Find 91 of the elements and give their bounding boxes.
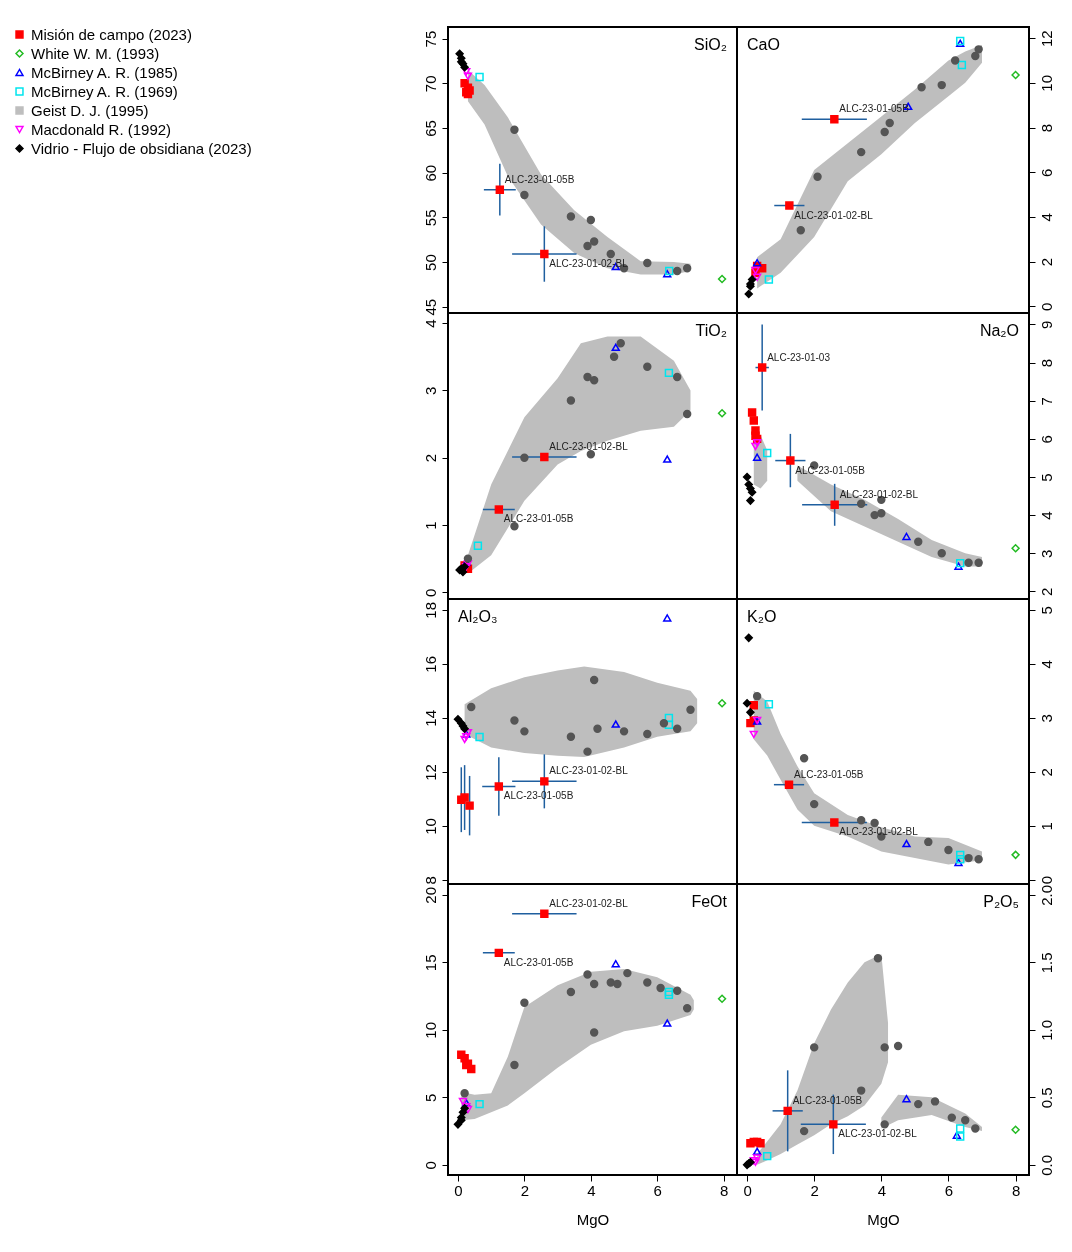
y-tick-label: 20 xyxy=(421,886,439,904)
x-axis-title: MgO xyxy=(576,1210,610,1228)
y-tick-label: 12 xyxy=(1037,30,1055,48)
text: P₂O₅ xyxy=(983,893,1019,910)
y-tick-label: 3 xyxy=(1037,714,1055,723)
y-tick-label: 3 xyxy=(421,386,439,396)
y-tick-label: 14 xyxy=(421,710,439,727)
legend-label: Geist D. J. (1995) xyxy=(31,101,149,119)
y-tick-label: 10 xyxy=(1037,75,1055,92)
y-tick-label: 10 xyxy=(421,1021,439,1039)
annotation: ALC-23-01-02-BL xyxy=(549,897,629,909)
annotation: ALC-23-01-02-BL xyxy=(549,765,629,777)
y-tick-label: 45 xyxy=(421,298,439,316)
y-tick-label: 4 xyxy=(421,319,439,328)
annotation: ALC-23-01-03 xyxy=(767,351,831,363)
y-tick-label: 18 xyxy=(421,601,439,619)
text: SiO₂ xyxy=(694,36,727,53)
annotation: ALC-23-01-02-BL xyxy=(838,1128,918,1140)
legend-label: Misión de campo (2023) xyxy=(31,25,192,43)
annotation: ALC-23-01-02-BL xyxy=(549,441,629,453)
y-tick-label: 2 xyxy=(1037,587,1055,597)
y-tick-label: 65 xyxy=(421,120,439,137)
y-tick-label: 12 xyxy=(421,764,439,781)
y-tick-label: 0 xyxy=(1037,876,1055,885)
x-tick-label: 0 xyxy=(454,1181,463,1199)
legend-label: McBirney A. R. (1969) xyxy=(31,82,178,100)
annotation: ALC-23-01-05B xyxy=(794,768,864,780)
x-tick-label: 8 xyxy=(1011,1181,1021,1199)
text: CaO xyxy=(747,36,780,53)
text: TiO₂ xyxy=(695,322,727,339)
y-tick-label: 0 xyxy=(421,1161,439,1170)
legend-label: White W. M. (1993) xyxy=(31,44,160,62)
y-tick-label: 8 xyxy=(1037,123,1055,133)
x-tick-label: 6 xyxy=(944,1181,954,1199)
y-tick-label: 1.5 xyxy=(1037,952,1055,974)
y-tick-label: 2.0 xyxy=(1037,884,1055,906)
x-tick-label: 4 xyxy=(587,1181,596,1199)
y-tick-label: 15 xyxy=(421,954,439,972)
text: K₂O xyxy=(747,608,777,625)
y-tick-label: 7 xyxy=(1037,397,1055,406)
y-tick-label: 1.0 xyxy=(1037,1019,1055,1041)
y-tick-label: 8 xyxy=(421,876,439,885)
annotation: ALC-23-01-05B xyxy=(504,173,575,185)
y-tick-label: 2 xyxy=(1037,257,1055,267)
y-tick-label: 6 xyxy=(1037,435,1055,444)
y-tick-label: 5 xyxy=(1037,473,1055,482)
y-tick-label: 0 xyxy=(1037,302,1055,311)
y-tick-label: 60 xyxy=(421,164,439,182)
y-tick-label: 9 xyxy=(1037,320,1055,330)
y-tick-label: 5 xyxy=(421,1093,439,1103)
y-tick-label: 50 xyxy=(421,254,439,271)
text: Na₂O xyxy=(979,322,1019,339)
annotation: ALC-23-01-02-BL xyxy=(839,488,919,500)
legend-label: McBirney A. R. (1985) xyxy=(31,63,178,81)
annotation: ALC-23-01-02-BL xyxy=(549,258,629,270)
legend-label: Macdonald R. (1992) xyxy=(31,120,172,138)
y-tick-label: 55 xyxy=(421,209,439,227)
y-tick-label: 10 xyxy=(421,818,439,835)
x-tick-label: 4 xyxy=(877,1181,886,1199)
y-tick-label: 3 xyxy=(1037,549,1055,558)
y-tick-label: 8 xyxy=(1037,358,1055,368)
x-tick-label: 2 xyxy=(520,1181,530,1199)
y-tick-label: 2 xyxy=(421,454,439,463)
legend-label: Vidrio - Flujo de obsidiana (2023) xyxy=(31,139,252,157)
annotation: ALC-23-01-05B xyxy=(503,513,574,525)
annotation: ALC-23-01-05B xyxy=(839,103,910,115)
x-tick-label: 6 xyxy=(653,1181,662,1199)
text: FeOt xyxy=(691,893,728,910)
annotation: ALC-23-01-05B xyxy=(503,956,574,968)
x-tick-label: 0 xyxy=(743,1181,752,1199)
y-tick-label: 4 xyxy=(1037,660,1055,669)
y-tick-label: 4 xyxy=(1037,213,1055,222)
x-tick-label: 2 xyxy=(810,1181,819,1199)
y-tick-label: 2 xyxy=(1037,768,1055,777)
y-tick-label: 0.5 xyxy=(1037,1087,1055,1109)
annotation: ALC-23-01-05B xyxy=(795,464,866,476)
annotation: ALC-23-01-02-BL xyxy=(839,826,919,838)
y-tick-label: 5 xyxy=(1037,606,1055,615)
y-tick-label: 1 xyxy=(1037,822,1055,831)
x-tick-label: 8 xyxy=(720,1181,729,1199)
annotation: ALC-23-01-02-BL xyxy=(794,209,874,221)
y-tick-label: 6 xyxy=(1037,168,1055,177)
y-tick-label: 0 xyxy=(421,588,439,597)
y-tick-label: 4 xyxy=(1037,511,1055,520)
y-tick-label: 70 xyxy=(421,75,439,93)
x-axis-title: MgO xyxy=(867,1210,900,1228)
y-tick-label: 16 xyxy=(421,655,439,673)
y-tick-label: 75 xyxy=(421,30,439,48)
text: Al₂O₃ xyxy=(458,608,498,625)
y-tick-label: 1 xyxy=(421,521,439,530)
y-tick-label: 0.0 xyxy=(1037,1154,1055,1176)
